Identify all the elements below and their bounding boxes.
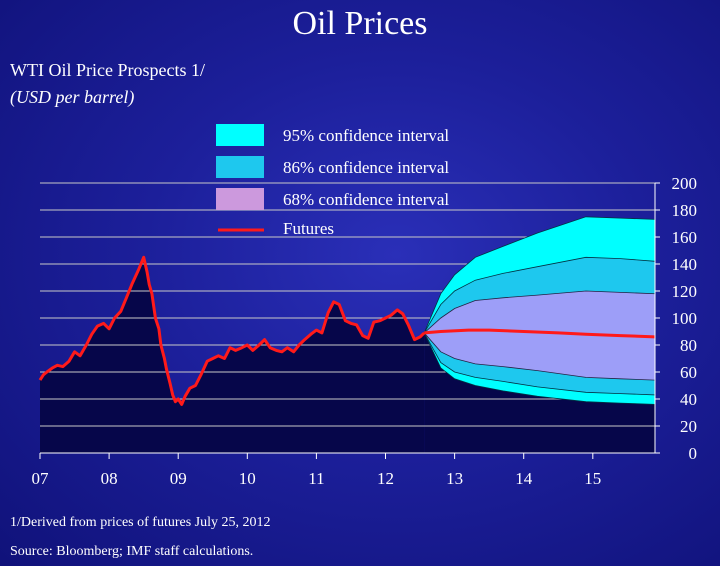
x-tick-label: 09 bbox=[170, 469, 187, 488]
chart-subtitle: WTI Oil Price Prospects 1/ bbox=[10, 60, 205, 80]
legend-label: Futures bbox=[283, 219, 334, 238]
y-tick-label: 0 bbox=[689, 444, 698, 463]
x-tick-label: 07 bbox=[32, 469, 50, 488]
source-note: Source: Bloomberg; IMF staff calculation… bbox=[10, 544, 254, 559]
x-tick-label: 08 bbox=[101, 469, 118, 488]
y-tick-label: 140 bbox=[672, 255, 698, 274]
y-tick-label: 120 bbox=[672, 282, 698, 301]
x-tick-label: 10 bbox=[239, 469, 256, 488]
x-tick-label: 12 bbox=[377, 469, 394, 488]
futures-line bbox=[424, 328, 656, 339]
y-tick-label: 200 bbox=[672, 174, 698, 193]
legend-label: 86% confidence interval bbox=[283, 158, 449, 177]
y-tick-label: 60 bbox=[680, 363, 697, 382]
legend-swatch-ci95 bbox=[216, 124, 264, 146]
footnote: 1/Derived from prices of futures July 25… bbox=[10, 515, 271, 530]
legend-swatch-ci86 bbox=[216, 156, 264, 178]
y-tick-label: 40 bbox=[680, 390, 697, 409]
y-tick-label: 20 bbox=[680, 417, 697, 436]
page-title: Oil Prices bbox=[292, 5, 428, 42]
y-tick-label: 180 bbox=[672, 201, 698, 220]
history-line bbox=[38, 255, 426, 406]
forecast-base-area bbox=[424, 332, 655, 453]
legend-label: 68% confidence interval bbox=[283, 190, 449, 209]
x-tick-label: 13 bbox=[446, 469, 463, 488]
y-tick-label: 160 bbox=[672, 228, 698, 247]
x-tick-label: 15 bbox=[584, 469, 601, 488]
y-tick-label: 100 bbox=[672, 309, 698, 328]
x-tick-label: 11 bbox=[308, 469, 324, 488]
history-area bbox=[40, 257, 425, 453]
unit-label: (USD per barrel) bbox=[10, 87, 135, 107]
x-tick-label: 14 bbox=[515, 469, 533, 488]
y-tick-label: 80 bbox=[680, 336, 697, 355]
legend-swatch-ci68 bbox=[216, 188, 264, 210]
legend-label: 95% confidence interval bbox=[283, 126, 449, 145]
